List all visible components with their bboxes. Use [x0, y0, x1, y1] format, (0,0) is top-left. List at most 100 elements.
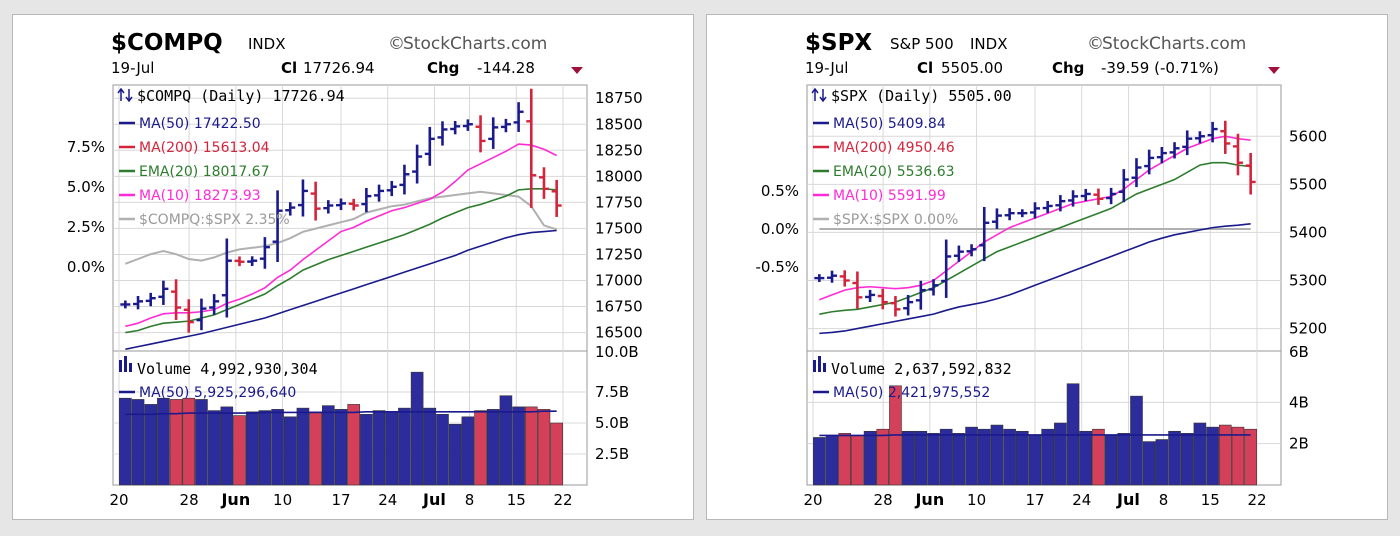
compq-x-tick: 20 — [109, 491, 128, 509]
compq-price-bar — [462, 119, 473, 131]
spx-y-tick: 5300 — [1289, 272, 1327, 290]
compq-volume-bar — [461, 416, 475, 486]
spx-volume-bars — [813, 383, 1257, 486]
spx-price-bar — [979, 206, 990, 262]
spx-price-bar — [1017, 209, 1028, 218]
compq-price-bars — [120, 88, 562, 333]
spx-volume-bar — [977, 428, 991, 486]
spx-price-bar — [1131, 158, 1142, 188]
spx-x-tick: 22 — [1247, 491, 1266, 509]
spx-price-bars — [814, 120, 1256, 317]
compq-price-bar — [513, 102, 524, 132]
spx-legend-ma10: MA(10) 5591.99 — [833, 188, 946, 204]
spx-volume-bar — [939, 428, 953, 486]
compq-rel-tick: 0.0% — [67, 258, 105, 276]
spx-brand: StockCharts.com — [1102, 34, 1246, 54]
spx-price-bar — [941, 239, 952, 298]
spx-volume-bar — [1041, 428, 1054, 486]
spx-legend: $SPX (Daily) 5505.00 MA(50) 5409.84 MA(2… — [811, 87, 1012, 401]
spx-price-bar — [966, 244, 977, 257]
spx-price-bar — [1182, 130, 1193, 156]
spx-x-tick: 10 — [967, 491, 986, 509]
spx-price-bar — [1030, 202, 1040, 219]
spx-price-bar — [1169, 142, 1180, 159]
spx-price-bar — [1207, 121, 1218, 143]
compq-rel-tick: 5.0% — [67, 178, 105, 196]
compq-price-bar — [133, 295, 144, 310]
compq-volume-bar — [271, 409, 284, 486]
spx-volume-bar — [1142, 441, 1156, 486]
compq-price-bar — [310, 181, 321, 221]
spx-price-bar — [1144, 149, 1155, 175]
spx-change-value: -39.59 (-0.71%) — [1101, 59, 1219, 77]
compq-volume-bar — [537, 409, 551, 486]
spx-close-label: Cl — [917, 59, 933, 77]
spx-price-bar — [903, 294, 914, 316]
spx-chart-svg: $SPX S&P 500 INDX © StockCharts.com 19-J… — [755, 30, 1327, 509]
spx-volume-bar — [965, 426, 978, 486]
spx-date: 19-Jul — [805, 59, 848, 77]
compq-volume-bar — [220, 406, 234, 486]
spx-name: S&P 500 — [890, 35, 954, 53]
compq-price-bar — [323, 200, 334, 214]
spx-y-tick: 5500 — [1289, 175, 1327, 193]
spx-price-bar — [877, 288, 888, 310]
compq-volume-bar — [182, 397, 196, 486]
spx-volume-bar — [1155, 439, 1169, 486]
compq-volume-bar — [207, 410, 221, 486]
compq-y-tick: 18250 — [595, 141, 643, 159]
compq-x-tick: 17 — [331, 491, 350, 509]
compq-volume-bar — [360, 414, 373, 486]
spx-volume-bar — [1092, 428, 1105, 486]
compq-price-bar — [234, 256, 245, 267]
compq-axis-ticks: 18750 18500 18250 18000 17750 17500 17250 17000… — [67, 89, 643, 509]
compq-volume-bar — [233, 415, 246, 486]
spx-price-bar — [915, 280, 926, 310]
compq-y-tick: 17750 — [595, 193, 643, 211]
compq-x-tick: Jul — [422, 490, 446, 509]
spx-price-bar — [890, 296, 901, 317]
compq-exchange: INDX — [248, 35, 285, 53]
compq-symbol: $COMPQ — [111, 30, 223, 56]
spx-x-tick: 15 — [1201, 491, 1220, 509]
compq-price-legend-icon — [117, 87, 133, 103]
compq-y-tick: 18500 — [595, 115, 643, 133]
compq-volume-bar — [524, 406, 538, 486]
spx-x-tick: 20 — [803, 491, 822, 509]
compq-legend: $COMPQ (Daily) 17726.94 MA(50) 17422.50 … — [117, 87, 345, 401]
spx-volume-bar — [1028, 435, 1042, 486]
spx-legend-price: $SPX (Daily) 5505.00 — [831, 87, 1012, 105]
spx-legend-ma50: MA(50) 5409.84 — [833, 116, 946, 132]
compq-legend-ma10: MA(10) 18273.93 — [139, 188, 261, 204]
compq-volume-bars — [119, 371, 563, 486]
spx-axis-ticks: 5600 5500 5400 5300 5200 6B 0.5% 0.0% -0.5% 4B 2B 2… — [755, 127, 1327, 509]
compq-x-tick: 24 — [378, 491, 397, 509]
compq-price-bar — [399, 164, 410, 195]
compq-x-tick: 10 — [273, 491, 292, 509]
compq-price-bar — [196, 298, 207, 331]
spx-volume-bar — [813, 437, 826, 486]
spx-down-triangle-icon — [1268, 67, 1280, 74]
compq-relative-line — [124, 190, 557, 265]
spx-y-tick: 5200 — [1289, 320, 1327, 338]
compq-price-bar — [209, 294, 220, 315]
compq-y-tick: 17250 — [595, 245, 643, 263]
spx-volume-bar — [1231, 426, 1245, 486]
spx-price-bar — [827, 270, 838, 283]
compq-volume-bar — [157, 397, 170, 486]
spx-x-tick: 28 — [874, 491, 893, 509]
spx-x-tick: Jul — [1116, 490, 1140, 509]
compq-price-bar — [183, 299, 194, 333]
spx-price-bar — [852, 271, 863, 309]
compq-volume-bar — [347, 404, 360, 486]
spx-price-bar — [1106, 187, 1117, 205]
compq-x-tick: 22 — [553, 491, 572, 509]
spx-volume-bar — [825, 435, 839, 486]
spx-volume-bar — [1104, 435, 1118, 486]
spx-price-bar — [1232, 133, 1243, 176]
compq-legend-ma50: MA(50) 17422.50 — [139, 116, 261, 132]
spx-volume-bar — [876, 428, 890, 486]
compq-volume-bar — [486, 409, 500, 486]
spx-volume-bar — [990, 424, 1004, 486]
spx-ma50-line — [819, 222, 1251, 335]
